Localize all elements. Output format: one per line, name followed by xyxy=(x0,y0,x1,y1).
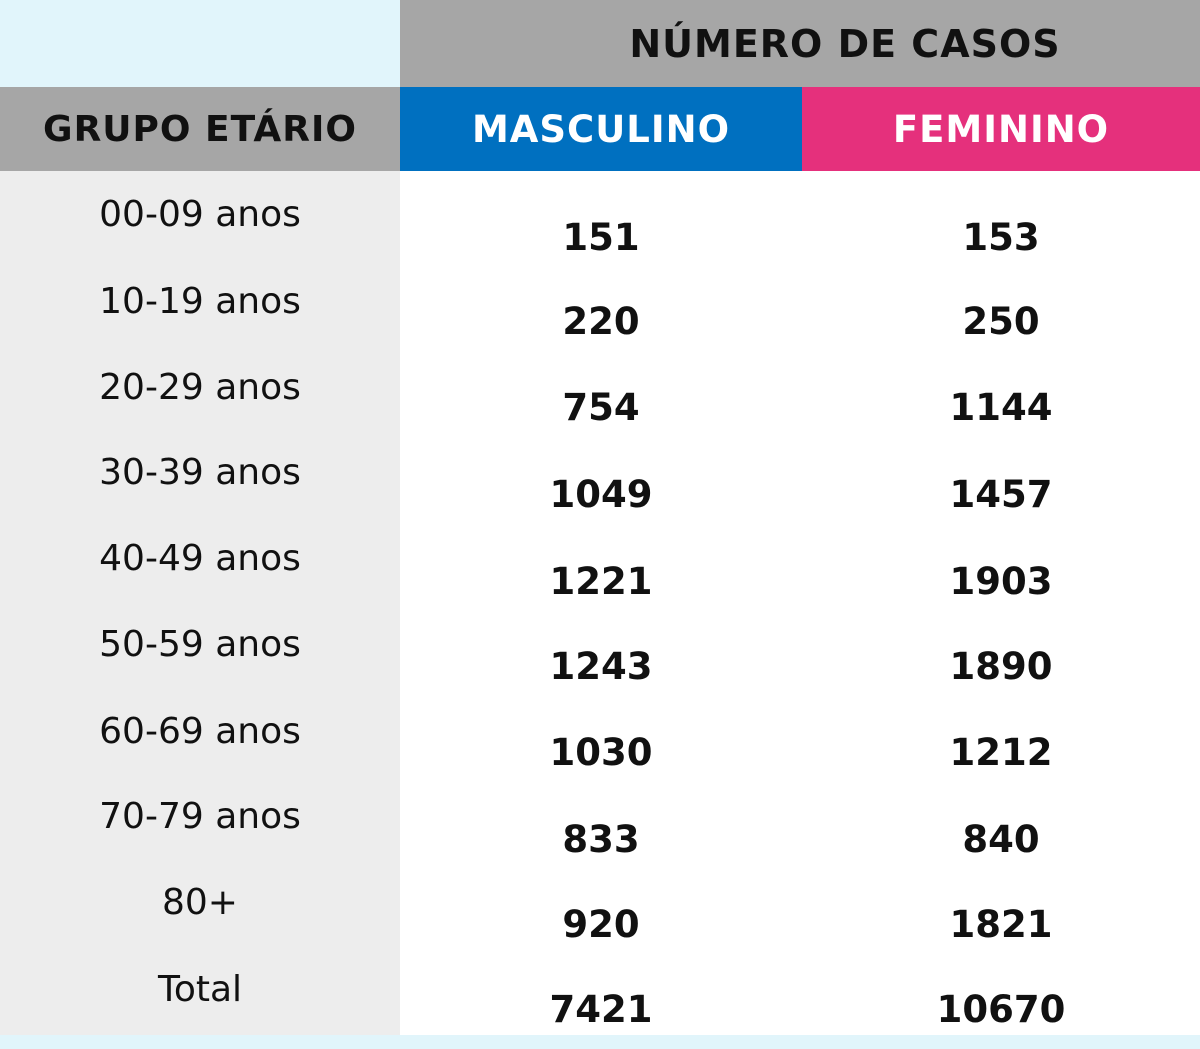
cases-data-area xyxy=(400,171,1200,1035)
age-group-label: Total xyxy=(157,969,243,1010)
female-column-header: FEMININO xyxy=(802,87,1200,171)
male-cases-value: 1030 xyxy=(549,731,653,774)
female-cases-value: 1890 xyxy=(949,645,1053,688)
male-cases-value: 7421 xyxy=(549,988,653,1031)
male-cases-value: 833 xyxy=(562,818,640,861)
male-cases-value: 920 xyxy=(562,903,640,946)
age-group-header: GRUPO ETÁRIO xyxy=(0,87,400,171)
age-group-label: 70-79 anos xyxy=(99,796,301,837)
age-group-header-label: GRUPO ETÁRIO xyxy=(43,108,357,150)
female-cases-value: 1212 xyxy=(949,731,1053,774)
male-column-header: MASCULINO xyxy=(400,87,802,171)
male-cases-value: 1049 xyxy=(549,473,653,516)
age-group-label: 60-69 anos xyxy=(99,711,301,752)
female-cases-value: 153 xyxy=(962,216,1040,259)
cases-header: NÚMERO DE CASOS xyxy=(400,0,1200,87)
female-cases-value: 10670 xyxy=(936,988,1066,1031)
female-cases-value: 1144 xyxy=(949,386,1053,429)
age-group-label: 40-49 anos xyxy=(99,538,301,579)
male-cases-value: 754 xyxy=(562,386,640,429)
female-cases-value: 1821 xyxy=(949,903,1053,946)
age-group-label: 10-19 anos xyxy=(99,281,301,322)
male-cases-value: 1243 xyxy=(549,645,653,688)
table-corner-blank xyxy=(0,0,400,87)
age-group-label: 50-59 anos xyxy=(99,624,301,665)
female-cases-value: 1903 xyxy=(949,560,1053,603)
age-group-column xyxy=(0,171,400,1035)
female-column-header-label: FEMININO xyxy=(892,107,1110,151)
male-cases-value: 151 xyxy=(562,216,640,259)
male-column-header-label: MASCULINO xyxy=(471,107,731,151)
female-cases-value: 1457 xyxy=(949,473,1053,516)
cases-header-label: NÚMERO DE CASOS xyxy=(629,21,1061,66)
age-group-label: 00-09 anos xyxy=(99,194,301,235)
age-group-label: 20-29 anos xyxy=(99,367,301,408)
age-group-label: 30-39 anos xyxy=(99,452,301,493)
female-cases-value: 840 xyxy=(962,818,1040,861)
female-cases-value: 250 xyxy=(962,300,1040,343)
age-group-label: 80+ xyxy=(162,882,238,923)
male-cases-value: 220 xyxy=(562,300,640,343)
male-cases-value: 1221 xyxy=(549,560,653,603)
